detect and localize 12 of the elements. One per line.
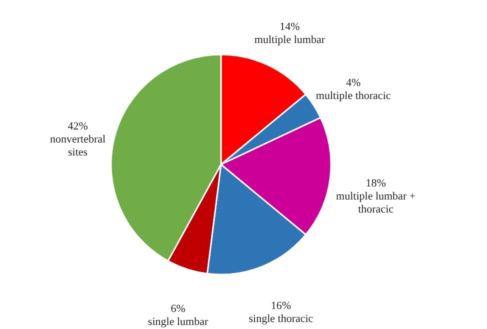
data-label: 42% <box>68 120 88 133</box>
slice-label: multiple thoracic <box>316 90 391 102</box>
data-label: 4% <box>346 77 361 90</box>
slice-label: single lumbar <box>148 316 208 328</box>
data-label: 18% <box>366 178 386 190</box>
data-label: 14% <box>280 20 300 33</box>
slice-label: multiple lumbar <box>254 34 326 46</box>
slice-label: multiple lumbar + thoracic <box>336 190 416 216</box>
data-label: 16% <box>270 300 292 312</box>
data-label: 6% <box>170 303 186 316</box>
slice-label: single thoracic <box>248 312 314 325</box>
slice-label: nonvertebral sites <box>50 134 106 159</box>
